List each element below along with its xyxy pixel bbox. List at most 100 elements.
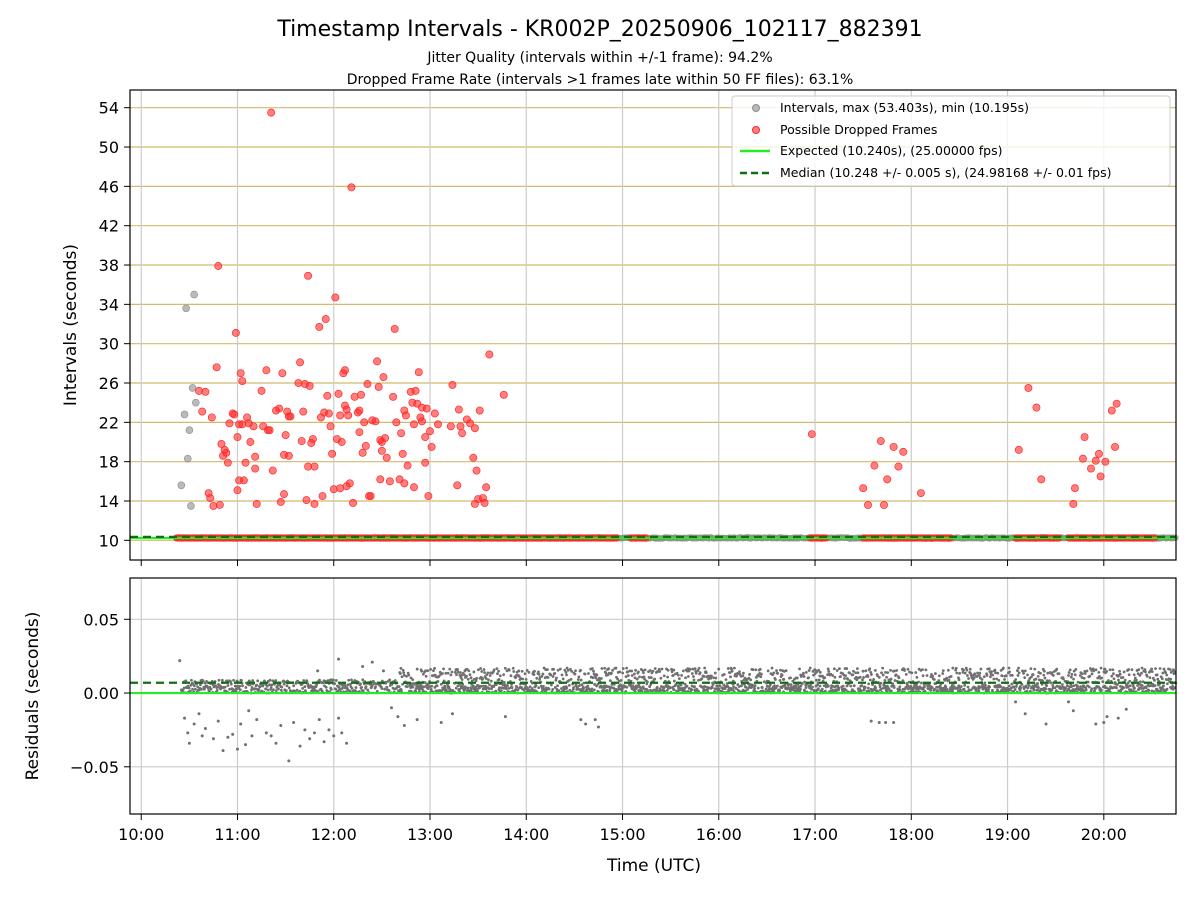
residual-point: [269, 685, 273, 689]
residual-point: [285, 684, 289, 688]
residual-point: [510, 686, 514, 690]
dropped-frame-point: [373, 357, 382, 366]
residual-point: [303, 685, 307, 689]
dropped-frame-point: [251, 464, 260, 473]
residual-point: [397, 685, 401, 689]
dropped-frame-point: [1037, 475, 1046, 484]
residual-outlier-point: [1102, 721, 1106, 725]
residual-point: [823, 676, 827, 679]
residual-point: [437, 674, 441, 678]
residual-point: [319, 687, 323, 691]
residual-point: [405, 674, 408, 678]
residual-point: [334, 679, 338, 682]
residual-point: [560, 673, 564, 677]
residual-point: [987, 667, 991, 671]
residual-point: [692, 678, 696, 682]
residual-point: [579, 678, 583, 682]
residual-point: [877, 675, 881, 679]
residual-point: [999, 685, 1002, 688]
residual-point: [325, 689, 329, 693]
dropped-frame-point: [206, 494, 215, 503]
residual-point: [694, 671, 698, 675]
residual-point: [424, 669, 427, 673]
residual-point: [1162, 684, 1165, 688]
residual-point: [354, 689, 357, 693]
residual-outlier-point: [439, 721, 443, 725]
residual-outlier-point: [1105, 715, 1109, 719]
residual-point: [517, 669, 521, 673]
residual-point: [1008, 670, 1011, 674]
residual-point: [1153, 684, 1157, 687]
residual-outlier-point: [593, 718, 597, 722]
dropped-frame-point: [1080, 433, 1089, 442]
residual-point: [1016, 669, 1019, 672]
residual-point: [649, 683, 653, 686]
interval-outlier-point: [177, 481, 186, 490]
dropped-frame-point: [392, 418, 401, 427]
residual-point: [858, 675, 862, 679]
residual-point: [1085, 669, 1089, 673]
residual-point: [702, 675, 706, 678]
residual-point: [1100, 676, 1104, 680]
residual-outlier-point: [308, 737, 312, 741]
residual-outlier-point: [361, 665, 365, 668]
residual-point: [456, 684, 460, 688]
dropped-frame-point: [1111, 442, 1119, 451]
dropped-frame-point: [331, 293, 340, 302]
residual-point: [565, 673, 568, 677]
residual-point: [729, 675, 732, 679]
residual-point: [988, 685, 992, 689]
residual-point: [537, 672, 541, 676]
dropped-frame-point: [265, 426, 274, 435]
residual-point: [709, 674, 713, 678]
residual-point: [774, 678, 777, 681]
residual-point: [672, 668, 676, 672]
residual-point: [798, 687, 802, 691]
residual-point: [577, 675, 581, 679]
residual-point: [274, 679, 278, 682]
residual-outlier-point: [503, 715, 507, 719]
residual-point: [1001, 666, 1005, 670]
residual-point: [574, 669, 577, 673]
dropped-frame-point: [231, 328, 240, 337]
residual-point: [1099, 688, 1103, 692]
residual-point: [399, 666, 403, 670]
residual-point: [659, 676, 663, 680]
residual-point: [1150, 670, 1154, 673]
top-y-tick-label: 22: [99, 413, 119, 432]
bottom-y-tick-label: −0.05: [70, 758, 119, 777]
residual-outlier-point: [197, 712, 201, 716]
chart-title: Timestamp Intervals - KR002P_20250906_10…: [276, 17, 922, 42]
interval-outlier-point: [187, 502, 195, 510]
residual-point: [482, 668, 486, 671]
residual-point: [525, 669, 529, 672]
dropped-frame-point: [294, 379, 303, 387]
legend: Intervals, max (53.403s), min (10.195s) …: [731, 95, 1171, 187]
dropped-frame-point: [318, 492, 327, 501]
dropped-frame-point: [201, 387, 210, 396]
dropped-frame-point: [241, 458, 250, 467]
residual-point: [271, 679, 275, 683]
residual-point: [1072, 684, 1076, 688]
residual-point: [671, 673, 675, 677]
residual-point: [978, 671, 982, 675]
dropped-frame-point: [281, 431, 290, 440]
residual-point: [967, 677, 970, 680]
residual-point: [883, 679, 887, 682]
top-y-tick-label: 34: [99, 295, 119, 314]
dropped-frame-point: [876, 437, 885, 445]
residual-point: [946, 668, 950, 672]
residual-point: [603, 666, 607, 670]
residual-point: [991, 688, 994, 692]
residual-point: [1037, 686, 1040, 690]
residual-point: [465, 674, 468, 678]
residual-point: [867, 682, 871, 686]
residual-point: [441, 672, 444, 675]
residual-point: [698, 671, 702, 675]
residual-point: [1033, 667, 1037, 671]
residual-point: [621, 667, 625, 670]
residual-point: [758, 667, 762, 671]
dropped-frame-point: [485, 350, 494, 359]
residual-point: [759, 675, 763, 679]
residual-point: [233, 684, 237, 688]
